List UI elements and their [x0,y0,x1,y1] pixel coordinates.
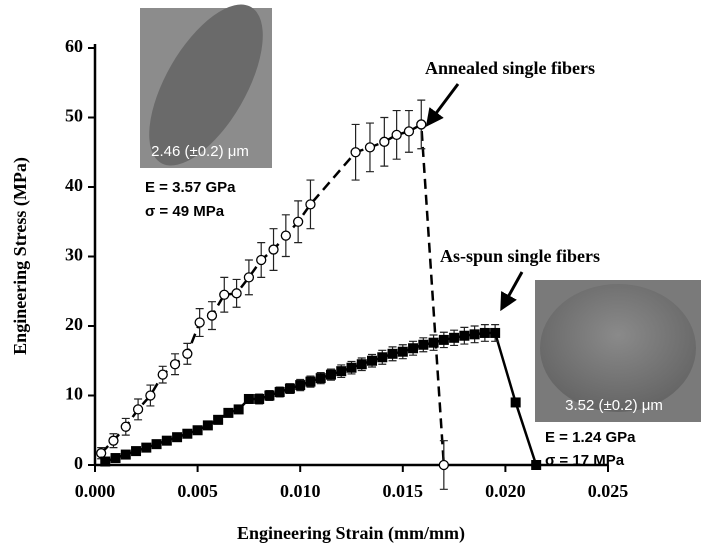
data-point [202,420,213,431]
data-point [408,343,419,354]
data-point [397,346,408,357]
x-tick-label: 0.000 [75,481,116,501]
data-point [346,362,357,373]
data-point [264,390,275,401]
data-point [233,404,244,415]
data-point [490,327,501,338]
data-point [120,449,131,460]
data-point [194,317,205,328]
data-point [416,119,427,130]
data-point [438,459,449,471]
data-point [325,369,336,380]
data-point [449,332,460,343]
y-tick-label: 40 [65,175,83,195]
inset-caption: 3.52 (±0.2) μm [565,397,663,414]
data-point [280,230,291,241]
data-point [132,404,144,415]
data-point [223,407,234,418]
data-point [377,352,388,363]
data-point [145,390,156,401]
data-point [169,359,181,370]
data-point [231,288,242,299]
y-tick-label: 60 [65,36,83,56]
series-line [100,122,446,466]
data-point [151,439,162,450]
y-tick-label: 0 [74,453,83,473]
data-point [428,337,439,348]
data-point [305,199,316,210]
data-point [356,359,367,370]
strength-label: σ = 17 MPa [545,452,625,469]
y-axis-label: Engineering Stress (MPa) [10,157,31,355]
data-point [367,355,378,366]
data-point [120,421,131,432]
y-tick-label: 10 [65,384,83,404]
data-point [284,383,295,394]
data-point [364,142,376,153]
data-point [268,244,279,255]
series-label: Annealed single fibers [425,58,595,78]
data-point [192,425,203,436]
data-point [254,393,265,404]
data-point [110,453,121,464]
data-point [479,327,490,338]
data-point [141,442,152,453]
data-point [274,387,285,398]
arrow [425,83,460,127]
x-axis-label: Engineering Strain (mm/mm) [237,523,465,544]
data-point [510,397,521,408]
data-point [182,348,193,359]
x-tick-label: 0.010 [280,481,321,501]
data-point [213,414,224,425]
data-point [219,289,230,300]
data-point [391,129,402,141]
data-point [131,446,142,457]
y-tick-label: 30 [65,245,83,265]
strength-label: σ = 49 MPa [145,203,225,220]
data-point [350,147,361,158]
data-point [469,329,480,340]
data-point [531,460,542,470]
data-point [182,428,193,439]
y-tick-label: 20 [65,314,83,334]
x-tick-label: 0.015 [383,481,424,501]
inset-caption: 2.46 (±0.2) μm [151,143,249,160]
data-point [161,435,172,446]
fiber-cross-section [149,4,263,166]
data-point [336,366,347,377]
data-point [387,348,398,359]
data-point [315,373,326,384]
data-point [243,272,255,283]
series-label: As-spun single fibers [440,246,600,266]
fiber-cross-section [540,284,696,412]
data-point [379,136,390,147]
data-point [418,339,429,350]
data-point [256,254,267,266]
data-point [305,376,316,387]
data-point [172,432,183,443]
data-point [292,216,304,227]
y-tick-label: 50 [65,106,83,126]
x-tick-label: 0.020 [485,481,526,501]
arrow [500,271,524,312]
modulus-label: E = 3.57 GPa [145,179,236,196]
data-point [157,369,168,380]
modulus-label: E = 1.24 GPa [545,429,636,446]
data-point [206,310,218,321]
data-point [243,393,254,404]
data-point [459,330,470,341]
data-point [100,456,111,467]
data-point [295,380,306,391]
data-point [96,448,107,459]
data-point [108,435,119,446]
x-tick-label: 0.005 [177,481,218,501]
x-tick-label: 0.025 [588,481,629,501]
data-point [438,334,449,345]
data-point [403,126,415,137]
